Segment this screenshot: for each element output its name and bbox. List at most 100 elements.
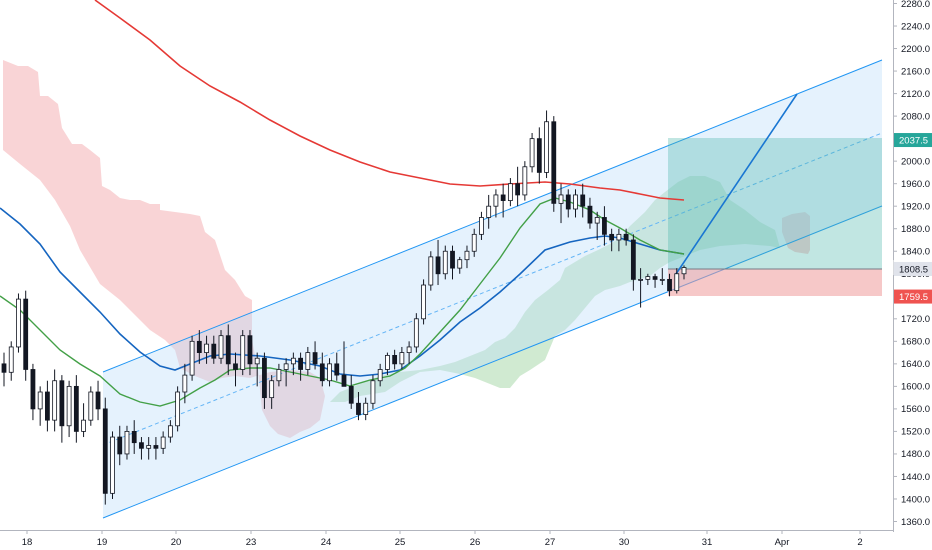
candle-body[interactable] — [356, 402, 361, 415]
candle-body[interactable] — [269, 380, 275, 399]
candle-body[interactable] — [515, 183, 521, 196]
candle-body[interactable] — [587, 205, 593, 224]
candle-body[interactable] — [312, 352, 318, 365]
candle-body[interactable] — [428, 256, 434, 286]
candle-body[interactable] — [565, 194, 571, 210]
candle-body[interactable] — [450, 250, 455, 269]
candle-body[interactable] — [602, 217, 607, 235]
candle-body[interactable] — [616, 233, 622, 241]
candle-body[interactable] — [290, 357, 296, 365]
candle-body[interactable] — [348, 385, 354, 404]
candle-body[interactable] — [334, 363, 340, 376]
candle-body[interactable] — [558, 194, 564, 204]
candle-body[interactable] — [305, 352, 311, 370]
candle-body[interactable] — [385, 355, 390, 370]
candle-body[interactable] — [319, 363, 325, 382]
candle-body[interactable] — [52, 380, 58, 421]
candle-body[interactable] — [204, 343, 209, 353]
candle-body[interactable] — [551, 121, 557, 204]
candle-body[interactable] — [37, 391, 43, 410]
candle-body[interactable] — [536, 138, 542, 173]
candle-body[interactable] — [225, 335, 231, 365]
candle-body[interactable] — [377, 369, 383, 382]
candle-body[interactable] — [81, 419, 86, 432]
candle-body[interactable] — [95, 391, 101, 410]
candle-body[interactable] — [182, 374, 188, 393]
x-tick-label: 20 — [171, 537, 182, 548]
candle-body[interactable] — [609, 233, 615, 241]
candle-body[interactable] — [117, 436, 123, 455]
candle-body[interactable] — [522, 166, 528, 196]
candle-body[interactable] — [16, 298, 21, 348]
candle-body[interactable] — [139, 442, 144, 449]
candle-body[interactable] — [66, 385, 72, 427]
candle-body[interactable] — [464, 250, 470, 261]
candle-body[interactable] — [254, 357, 260, 365]
candle-body[interactable] — [153, 445, 159, 449]
candle-body[interactable] — [507, 183, 513, 201]
candle-body[interactable] — [479, 217, 484, 235]
candle-body[interactable] — [573, 194, 578, 210]
candle-body[interactable] — [544, 121, 549, 173]
candle-body[interactable] — [667, 278, 672, 292]
candle-body[interactable] — [211, 343, 217, 359]
candle-body[interactable] — [88, 391, 94, 421]
candle-body[interactable] — [30, 369, 36, 410]
candle-body[interactable] — [1, 363, 7, 373]
candle-body[interactable] — [652, 276, 658, 280]
candle-body[interactable] — [131, 431, 137, 444]
candle-body[interactable] — [674, 273, 680, 292]
candle-body[interactable] — [659, 278, 665, 281]
candle-body[interactable] — [327, 363, 332, 382]
candle-body[interactable] — [493, 194, 499, 207]
candle-body[interactable] — [471, 233, 477, 252]
candle-body[interactable] — [189, 340, 195, 376]
candle-body[interactable] — [399, 352, 405, 365]
candle-body[interactable] — [8, 346, 14, 373]
candle-body[interactable] — [167, 425, 173, 438]
x-tick-label: 31 — [702, 537, 713, 548]
candle-body[interactable] — [594, 217, 600, 224]
candle-body[interactable] — [45, 391, 50, 421]
candle-body[interactable] — [59, 380, 65, 427]
candle-body[interactable] — [363, 402, 369, 415]
candle-body[interactable] — [421, 284, 426, 320]
candle-body[interactable] — [406, 346, 412, 353]
candle-body[interactable] — [262, 357, 267, 399]
candle-body[interactable] — [196, 340, 202, 353]
candle-body[interactable] — [442, 250, 448, 275]
candle-body[interactable] — [124, 431, 130, 455]
y-tick-label: 1480.0 — [901, 449, 930, 460]
candle-body[interactable] — [341, 374, 347, 387]
candle-body[interactable] — [110, 436, 115, 494]
candle-body[interactable] — [638, 278, 643, 281]
candle-body[interactable] — [160, 436, 166, 449]
candle-body[interactable] — [233, 363, 238, 370]
candle-body[interactable] — [435, 256, 441, 275]
candle-body[interactable] — [413, 318, 419, 348]
candle-body[interactable] — [73, 385, 79, 432]
candle-body[interactable] — [102, 408, 108, 494]
candle-body[interactable] — [175, 391, 181, 427]
candle-body[interactable] — [457, 259, 463, 269]
candle-body[interactable] — [240, 335, 246, 370]
candle-body[interactable] — [486, 205, 492, 218]
candle-body[interactable] — [392, 355, 398, 365]
candle-body[interactable] — [276, 369, 282, 382]
candle-body[interactable] — [630, 239, 636, 280]
candle-body[interactable] — [247, 335, 253, 365]
y-tick-label: 1520.0 — [901, 427, 930, 438]
candle-body[interactable] — [283, 363, 289, 370]
candle-body[interactable] — [218, 335, 224, 359]
candle-body[interactable] — [645, 276, 651, 280]
candle-body[interactable] — [500, 194, 506, 201]
candle-body[interactable] — [681, 267, 687, 275]
candle-body[interactable] — [623, 233, 629, 241]
candle-body[interactable] — [298, 357, 303, 370]
candle-body[interactable] — [529, 138, 535, 168]
candle-body[interactable] — [146, 445, 152, 449]
candle-body[interactable] — [580, 194, 586, 207]
candle-body[interactable] — [370, 380, 376, 404]
candle-body[interactable] — [23, 298, 29, 370]
